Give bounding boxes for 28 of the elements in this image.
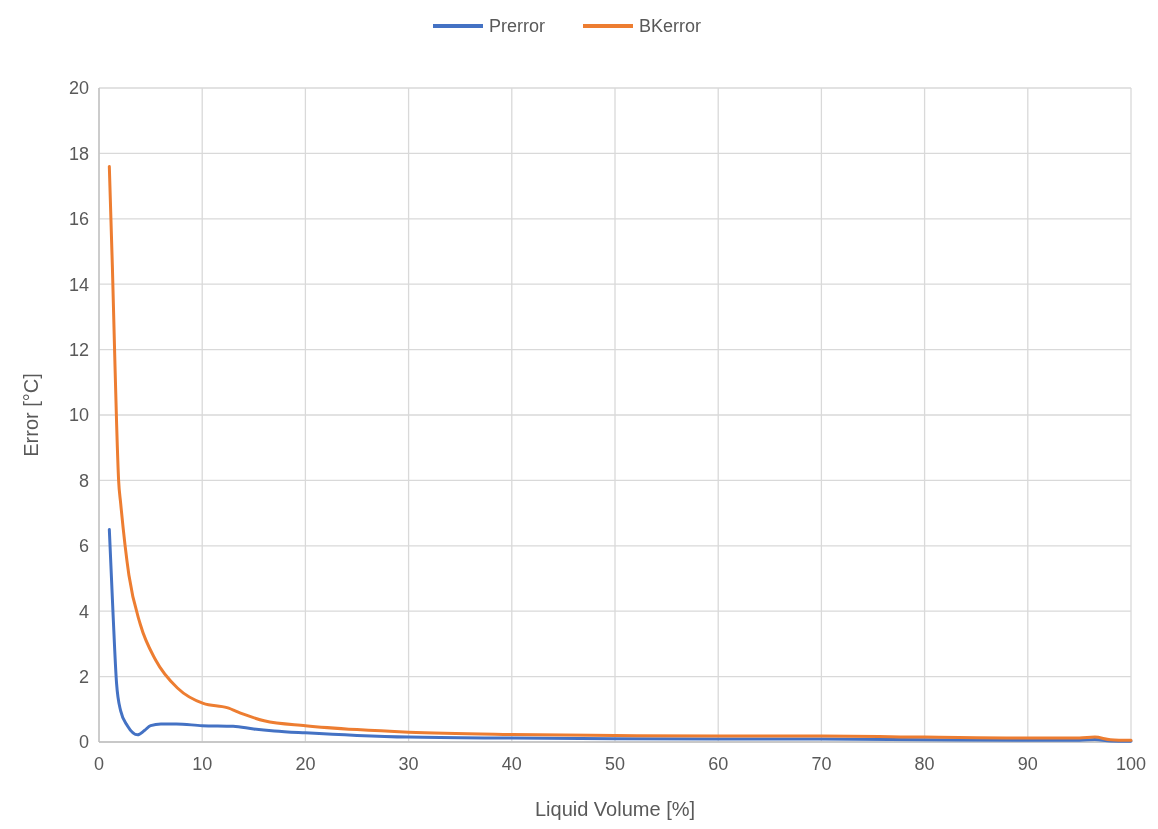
x-tick-label: 40 xyxy=(501,754,522,774)
legend-label: BKerror xyxy=(639,16,702,37)
y-tick-label: 8 xyxy=(78,470,89,491)
x-tick-label: 20 xyxy=(295,754,316,774)
line-series xyxy=(107,527,1133,743)
x-tick-label: 90 xyxy=(1017,754,1038,774)
legend-label: Prerror xyxy=(489,16,546,37)
line-series xyxy=(107,164,1133,742)
x-tick-label: 10 xyxy=(192,754,213,774)
y-tick-label: 14 xyxy=(68,274,89,295)
y-tick-label: 0 xyxy=(78,732,89,753)
y-tick-label: 10 xyxy=(68,405,89,426)
y-axis-title: Error [°C] xyxy=(20,373,42,457)
x-tick-label: 30 xyxy=(398,754,419,774)
x-tick-label: 80 xyxy=(914,754,935,774)
y-tick-label: 12 xyxy=(68,339,89,360)
y-tick-label: 4 xyxy=(78,601,89,622)
x-tick-label: 100 xyxy=(1115,754,1147,774)
y-tick-label: 2 xyxy=(78,666,89,687)
y-tick-label: 18 xyxy=(68,143,89,164)
x-tick-label: 70 xyxy=(811,754,832,774)
y-tick-label: 16 xyxy=(68,209,89,230)
x-tick-label: 50 xyxy=(604,754,626,774)
x-axis-title: Liquid Volume [%] xyxy=(534,798,696,820)
x-tick-label: 0 xyxy=(93,754,105,774)
x-tick-label: 60 xyxy=(708,754,729,774)
y-tick-label: 6 xyxy=(78,536,89,557)
y-tick-label: 20 xyxy=(68,78,89,99)
